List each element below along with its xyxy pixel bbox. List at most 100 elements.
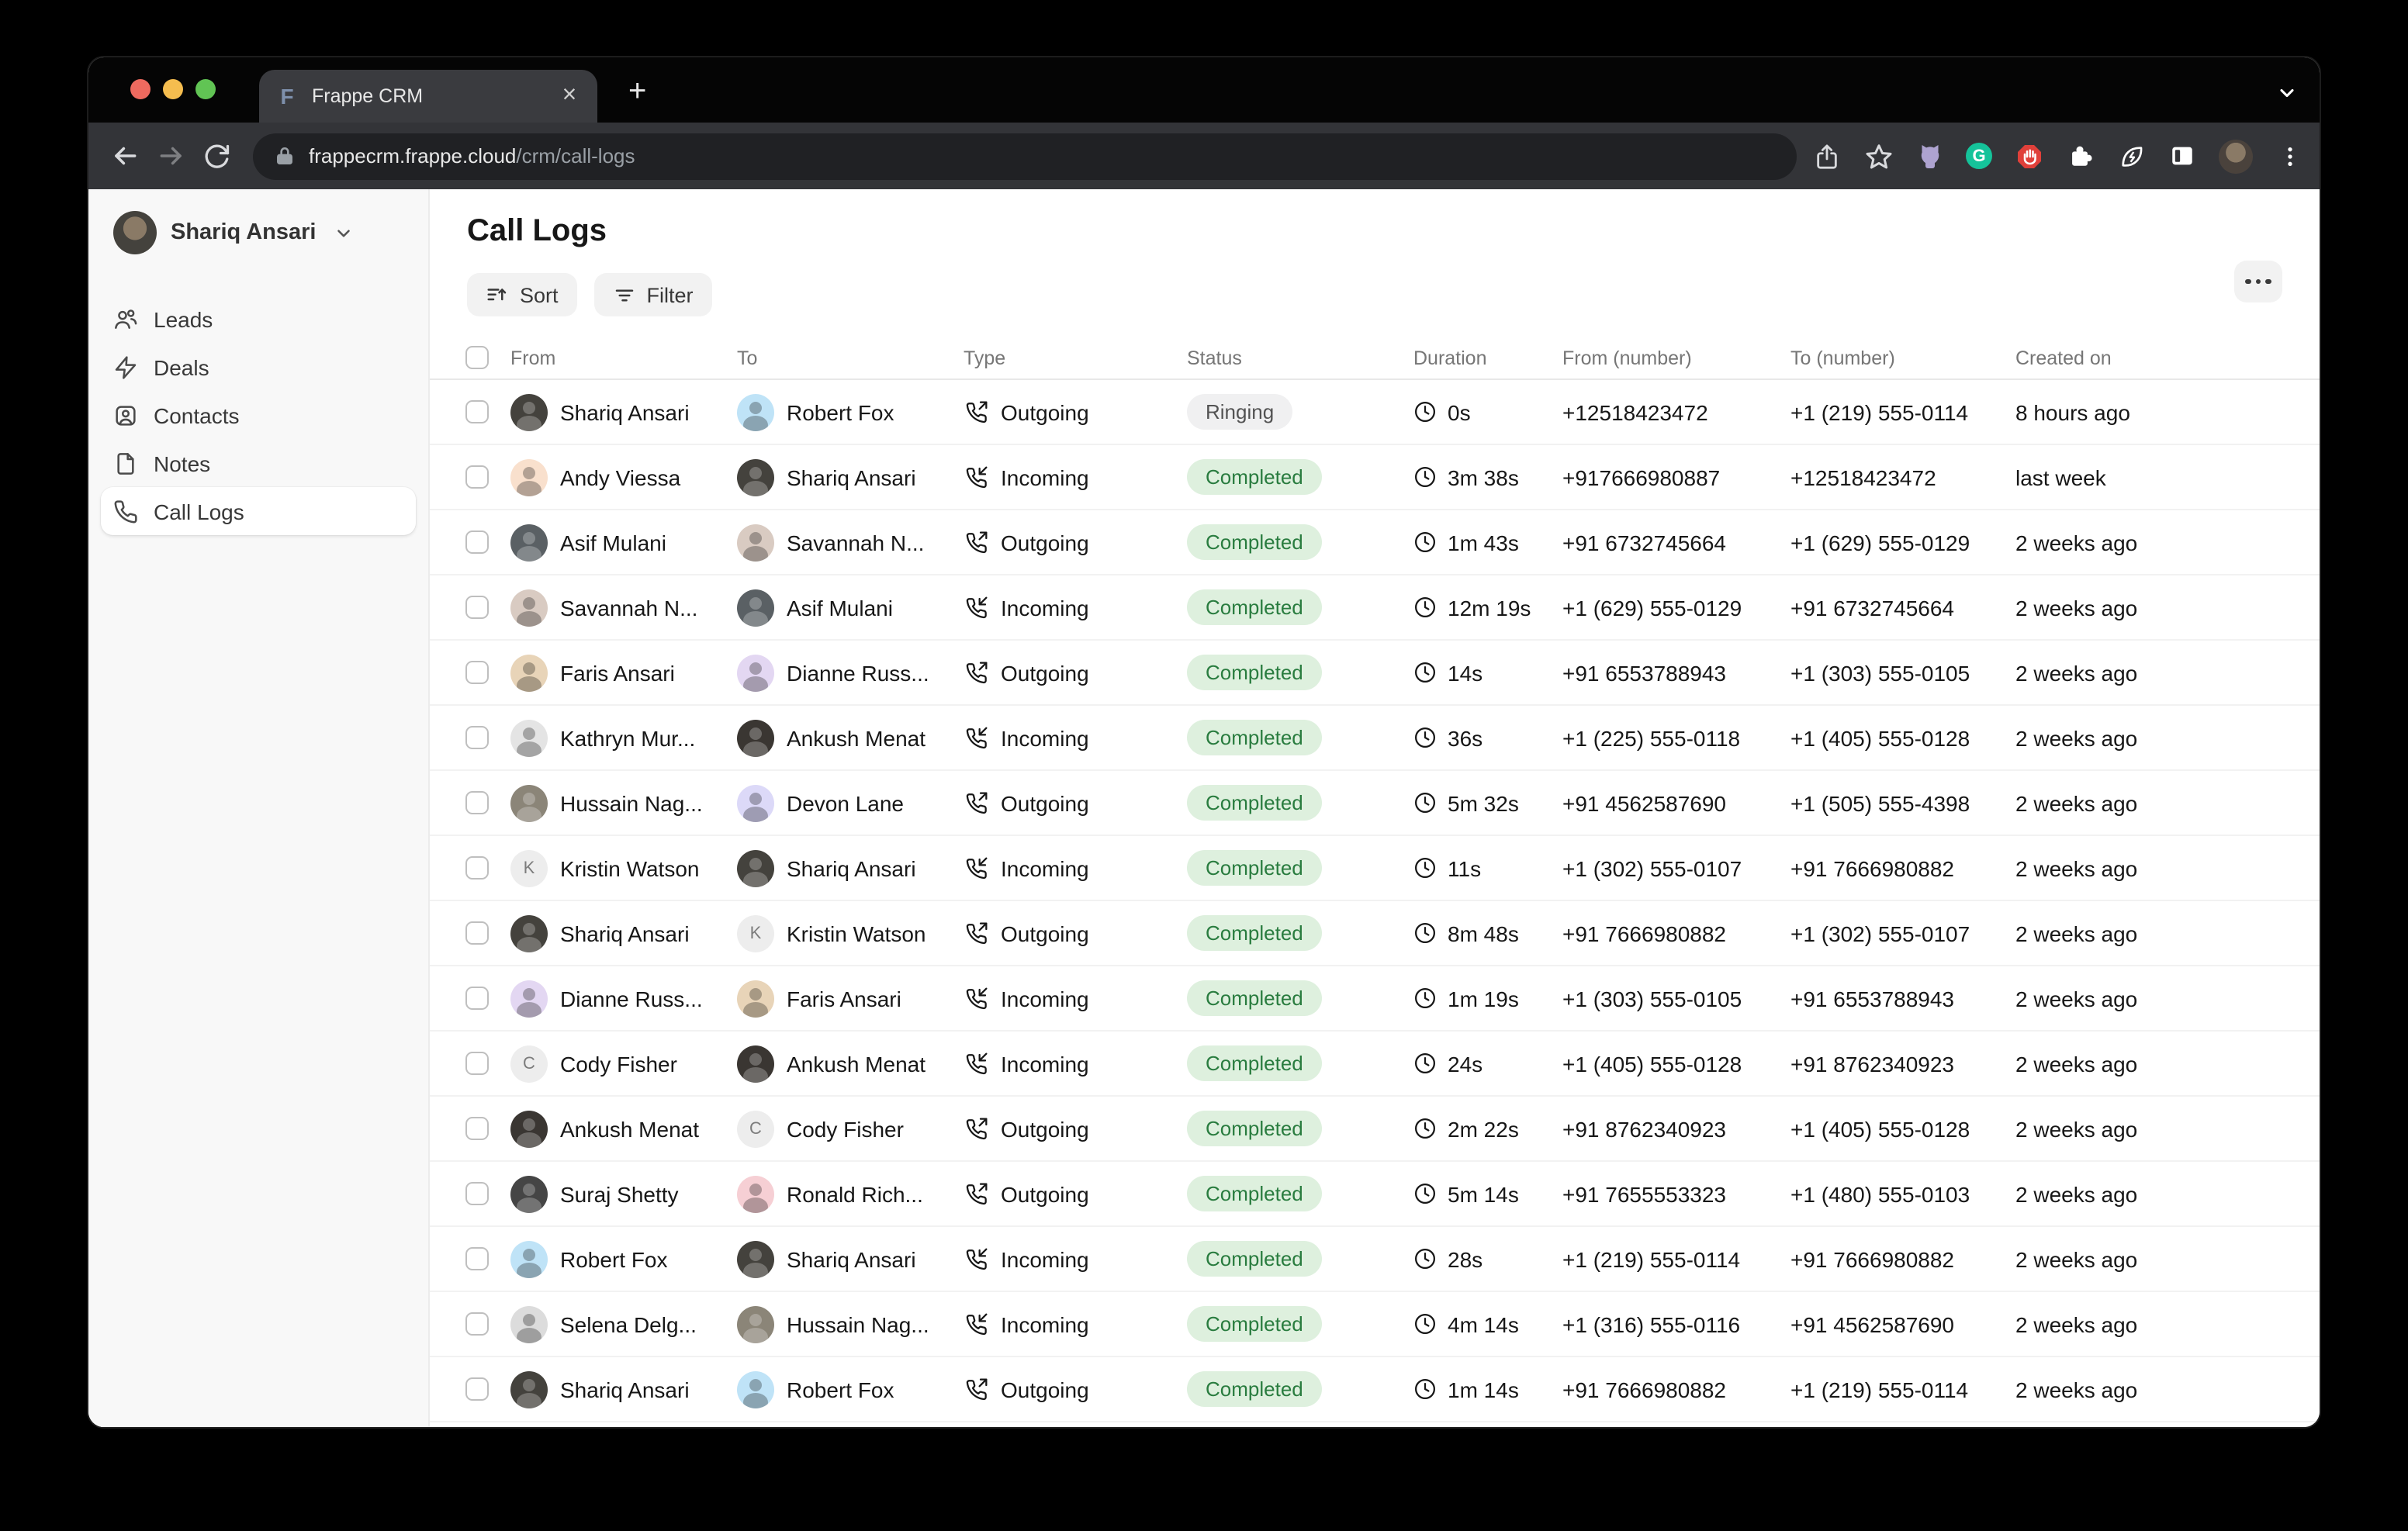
tab-close-icon[interactable]: × bbox=[562, 82, 577, 109]
github-extension-icon[interactable] bbox=[1915, 141, 1944, 171]
row-checkbox[interactable] bbox=[465, 530, 489, 554]
row-checkbox[interactable] bbox=[465, 1182, 489, 1205]
row-checkbox[interactable] bbox=[465, 921, 489, 945]
table-row[interactable]: Asif Mulani Savannah N... Outgoing Complete… bbox=[430, 510, 2320, 575]
browser-menu-icon[interactable] bbox=[2275, 141, 2304, 171]
row-checkbox[interactable] bbox=[465, 726, 489, 749]
row-checkbox[interactable] bbox=[465, 1247, 489, 1270]
table-row[interactable]: Shariq Ansari Robert Fox Outgoing Completed… bbox=[430, 1357, 2320, 1422]
table-row[interactable]: Ankush Menat C Cody Fisher Outgoing Complete… bbox=[430, 1097, 2320, 1162]
new-tab-button[interactable]: + bbox=[628, 74, 647, 109]
row-checkbox[interactable] bbox=[465, 987, 489, 1010]
table-row[interactable]: K Kristin Watson Shariq Ansari Incoming Comp… bbox=[430, 836, 2320, 901]
column-header[interactable]: Type bbox=[964, 347, 1006, 368]
table-row[interactable]: Shariq Ansari K Kristin Watson Outgoing Comp… bbox=[430, 901, 2320, 966]
back-icon[interactable] bbox=[101, 133, 147, 179]
contact-name: Kristin Watson bbox=[787, 921, 926, 945]
forward-icon[interactable] bbox=[147, 133, 194, 179]
avatar bbox=[510, 654, 548, 691]
deals-icon bbox=[113, 354, 138, 379]
column-header[interactable]: Duration bbox=[1413, 347, 1487, 368]
call-type: Outgoing bbox=[1001, 399, 1089, 424]
avatar bbox=[510, 784, 548, 821]
cell-to-number: +91 6553788943 bbox=[1790, 986, 1954, 1011]
sidebar-item-contacts[interactable]: Contacts bbox=[101, 391, 416, 439]
sidebar-item-call-logs[interactable]: Call Logs bbox=[101, 487, 416, 535]
table-row[interactable]: Kathryn Mur... Ankush Menat Incoming Comple… bbox=[430, 706, 2320, 771]
contact-name: Asif Mulani bbox=[560, 530, 666, 555]
table-row[interactable]: Faris Ansari Dianne Russ... Outgoing Comple… bbox=[430, 641, 2320, 706]
cell-to-number: +91 8762340923 bbox=[1790, 1051, 1954, 1076]
row-checkbox[interactable] bbox=[465, 1377, 489, 1401]
call-type: Outgoing bbox=[1001, 530, 1089, 555]
duration: 1m 43s bbox=[1448, 530, 1519, 555]
status-badge: Completed bbox=[1187, 459, 1322, 495]
address-bar[interactable]: frappecrm.frappe.cloud/crm/call-logs bbox=[253, 133, 1797, 179]
row-checkbox[interactable] bbox=[465, 400, 489, 423]
cell-status: Completed bbox=[1187, 1306, 1413, 1342]
avatar bbox=[737, 719, 774, 756]
cell-to-number: +1 (405) 555-0128 bbox=[1790, 1116, 1970, 1141]
minimize-window-button[interactable] bbox=[163, 79, 183, 99]
cell-to-number: +1 (405) 555-0128 bbox=[1790, 725, 1970, 750]
table-row[interactable]: Dianne Russ... Faris Ansari Incoming Comple… bbox=[430, 966, 2320, 1032]
row-checkbox[interactable] bbox=[465, 856, 489, 880]
browser-tab[interactable]: F Frappe CRM × bbox=[259, 70, 597, 123]
table-row[interactable]: Shariq Ansari Robert Fox Outgoing Ringing 0s… bbox=[430, 380, 2320, 445]
row-checkbox[interactable] bbox=[465, 791, 489, 814]
table-row[interactable]: C Cody Fisher Ankush Menat Incoming Complete… bbox=[430, 1032, 2320, 1097]
sort-button[interactable]: Sort bbox=[467, 273, 577, 316]
cell-status: Completed bbox=[1187, 980, 1413, 1016]
cell-status: Completed bbox=[1187, 1241, 1413, 1277]
cell-from-number: +917666980887 bbox=[1562, 465, 1721, 489]
more-options-button[interactable] bbox=[2234, 261, 2282, 302]
adblock-extension-icon[interactable] bbox=[2014, 141, 2043, 171]
user-menu[interactable]: Shariq Ansari bbox=[88, 208, 428, 257]
reload-icon[interactable] bbox=[194, 133, 240, 179]
table-row[interactable]: Hussain Nag... Devon Lane Outgoing Complete… bbox=[430, 771, 2320, 836]
clock-icon bbox=[1413, 921, 1437, 945]
main-content: Call Logs Sort Filter bbox=[430, 189, 2320, 1427]
contact-name: Asif Mulani bbox=[787, 595, 893, 620]
cell-duration: 1m 43s bbox=[1413, 530, 1562, 555]
column-header[interactable]: Status bbox=[1187, 347, 1242, 368]
bookmark-star-icon[interactable] bbox=[1863, 141, 1893, 171]
phone-incoming-icon bbox=[964, 855, 988, 880]
close-window-button[interactable] bbox=[130, 79, 150, 99]
energy-saver-leaf-icon[interactable] bbox=[2116, 141, 2146, 171]
table-row[interactable]: Andy Viessa Shariq Ansari Incoming Complete… bbox=[430, 445, 2320, 510]
sidepanel-icon[interactable] bbox=[2168, 141, 2197, 171]
share-icon[interactable] bbox=[1812, 141, 1842, 171]
column-header[interactable]: From (number) bbox=[1562, 347, 1692, 368]
extensions-puzzle-icon[interactable] bbox=[2065, 141, 2095, 171]
select-all-checkbox[interactable] bbox=[465, 346, 489, 369]
table-row[interactable]: Robert Fox Shariq Ansari Incoming Completed… bbox=[430, 1227, 2320, 1292]
row-checkbox[interactable] bbox=[465, 465, 489, 489]
browser-profile-avatar[interactable] bbox=[2219, 139, 2253, 173]
row-checkbox[interactable] bbox=[465, 1312, 489, 1336]
grammarly-extension-icon[interactable]: G bbox=[1966, 143, 1992, 169]
row-checkbox[interactable] bbox=[465, 1117, 489, 1140]
sidebar-item-deals[interactable]: Deals bbox=[101, 343, 416, 391]
zoom-window-button[interactable] bbox=[195, 79, 216, 99]
row-checkbox[interactable] bbox=[465, 1052, 489, 1075]
row-checkbox[interactable] bbox=[465, 661, 489, 684]
clock-icon bbox=[1413, 596, 1437, 619]
row-checkbox[interactable] bbox=[465, 596, 489, 619]
table-row[interactable]: Savannah N... Asif Mulani Incoming Complete… bbox=[430, 575, 2320, 641]
column-header[interactable]: From bbox=[510, 347, 556, 368]
table-row[interactable]: Selena Delg... Hussain Nag... Incoming Comp… bbox=[430, 1292, 2320, 1357]
column-header[interactable]: Created on bbox=[2015, 347, 2112, 368]
table-row[interactable]: Suraj Shetty Ronald Rich... Outgoing Comple… bbox=[430, 1162, 2320, 1227]
chevron-down-icon[interactable] bbox=[2276, 82, 2298, 104]
cell-to: Ankush Menat bbox=[737, 719, 964, 756]
contact-name: Robert Fox bbox=[787, 1377, 894, 1401]
column-header[interactable]: To bbox=[737, 347, 758, 368]
duration: 11s bbox=[1448, 855, 1482, 880]
sidebar-item-notes[interactable]: Notes bbox=[101, 439, 416, 487]
table-row-partial[interactable] bbox=[430, 1422, 2320, 1427]
cell-to-number: +1 (480) 555-0103 bbox=[1790, 1181, 1970, 1206]
filter-button[interactable]: Filter bbox=[593, 273, 712, 316]
sidebar-item-leads[interactable]: Leads bbox=[101, 295, 416, 343]
column-header[interactable]: To (number) bbox=[1790, 347, 1895, 368]
